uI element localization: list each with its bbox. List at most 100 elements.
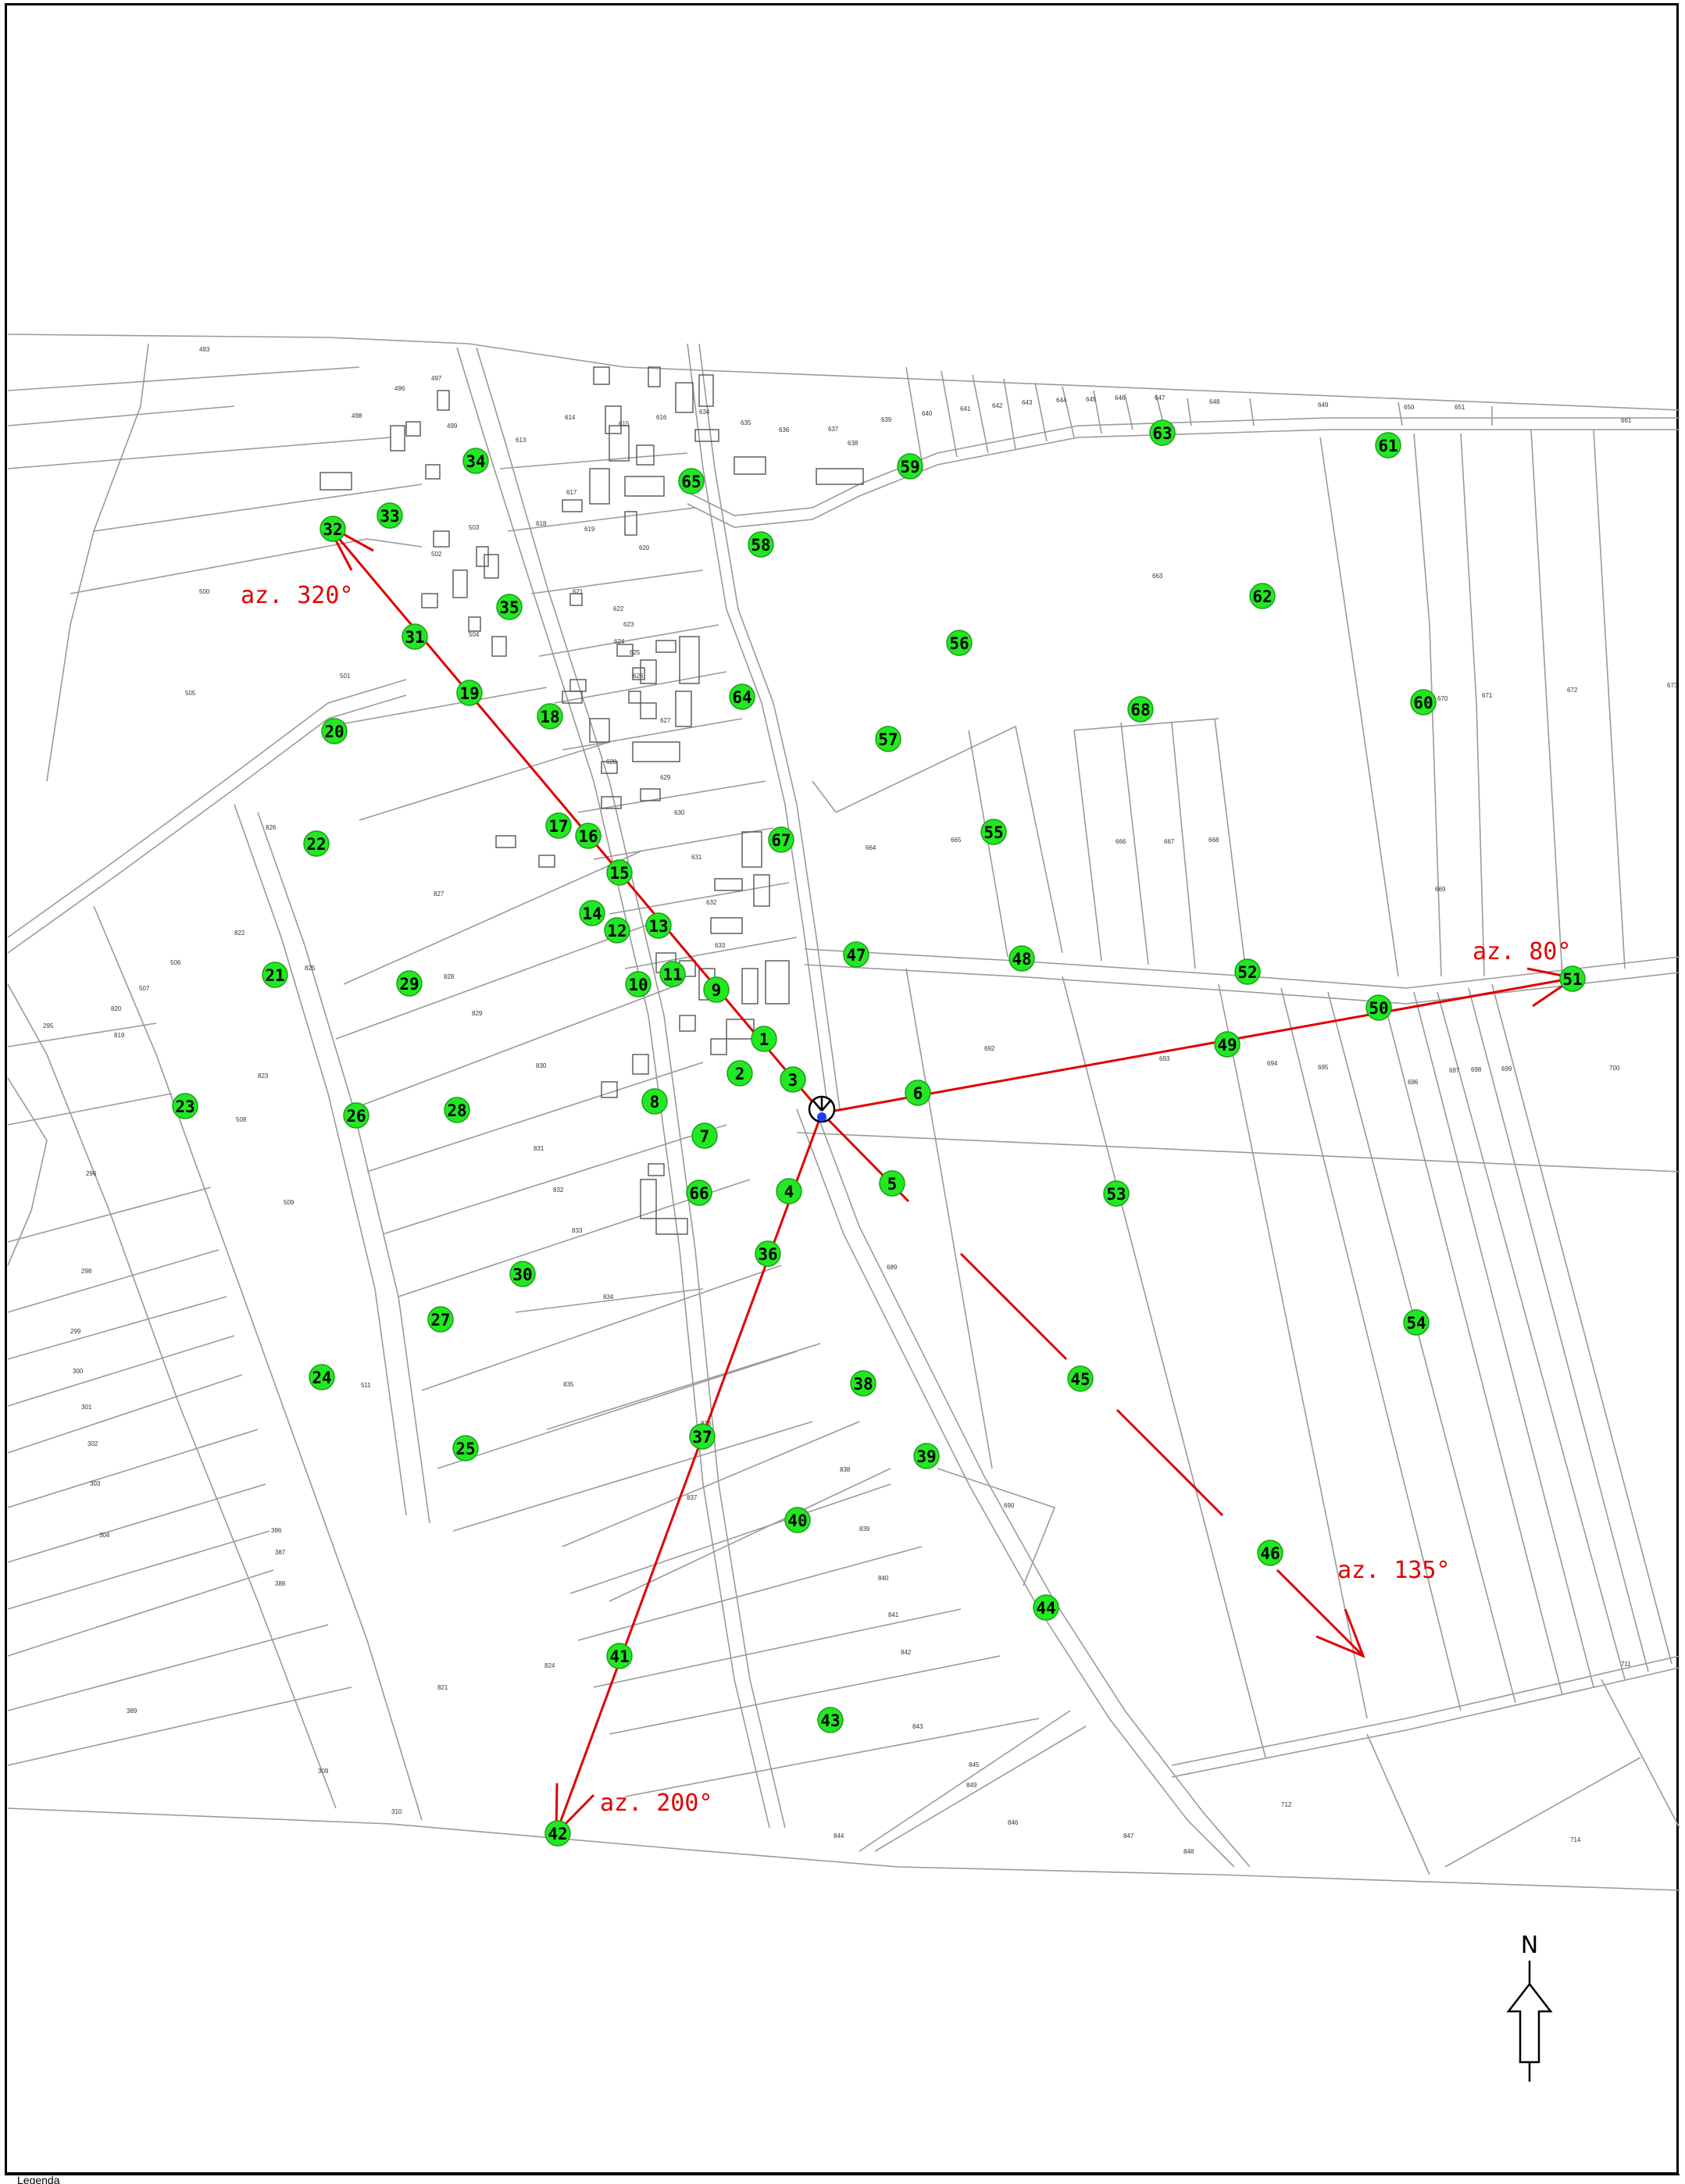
map-point-20[interactable]: 20 [321, 718, 348, 744]
observation-point-icon[interactable] [808, 1095, 836, 1123]
map-point-8[interactable]: 8 [641, 1088, 668, 1115]
map-point-48[interactable]: 48 [1009, 945, 1035, 972]
map-point-57[interactable]: 57 [875, 726, 901, 752]
parcel-number-389: 389 [127, 1708, 137, 1715]
map-point-35[interactable]: 35 [496, 594, 523, 620]
map-point-1[interactable]: 1 [751, 1026, 777, 1052]
map-point-55[interactable]: 55 [980, 819, 1007, 845]
azimuth-label-200: az. 200° [600, 1790, 713, 1817]
map-point-29[interactable]: 29 [396, 970, 423, 997]
point-number: 67 [771, 831, 791, 850]
point-marker [755, 1240, 781, 1267]
parcel-number-310: 310 [391, 1808, 402, 1815]
map-point-19[interactable]: 19 [456, 680, 483, 706]
map-point-60[interactable]: 60 [1410, 689, 1437, 716]
map-point-61[interactable]: 61 [1375, 432, 1401, 459]
map-point-66[interactable]: 66 [686, 1179, 712, 1206]
map-point-56[interactable]: 56 [946, 630, 973, 656]
parcel-number-620: 620 [639, 544, 650, 551]
map-point-30[interactable]: 30 [509, 1261, 536, 1287]
parcel-number-499: 499 [447, 423, 458, 430]
point-marker [402, 623, 428, 650]
map-point-18[interactable]: 18 [537, 703, 563, 730]
map-point-50[interactable]: 50 [1365, 994, 1392, 1021]
map-point-7[interactable]: 7 [691, 1122, 718, 1149]
map-point-28[interactable]: 28 [444, 1097, 470, 1123]
map-point-15[interactable]: 15 [606, 859, 633, 886]
map-point-52[interactable]: 52 [1234, 958, 1261, 985]
map-point-13[interactable]: 13 [645, 912, 672, 939]
map-point-36[interactable]: 36 [755, 1240, 781, 1267]
map-point-62[interactable]: 62 [1249, 583, 1276, 609]
map-point-31[interactable]: 31 [402, 623, 428, 650]
point-number: 59 [900, 458, 919, 476]
point-marker [320, 516, 346, 542]
map-point-5[interactable]: 5 [879, 1170, 905, 1197]
map-point-26[interactable]: 26 [343, 1102, 369, 1129]
map-point-42[interactable]: 42 [544, 1820, 571, 1847]
parcel-number-829: 829 [472, 1010, 483, 1017]
point-marker [691, 1122, 718, 1149]
map-point-54[interactable]: 54 [1403, 1309, 1430, 1336]
map-point-9[interactable]: 9 [703, 976, 730, 1003]
map-point-6[interactable]: 6 [905, 1080, 931, 1106]
map-point-14[interactable]: 14 [579, 900, 605, 926]
map-point-37[interactable]: 37 [689, 1423, 716, 1450]
azimuth-label-80: az. 80° [1473, 938, 1571, 965]
parcel-number-633: 633 [715, 942, 726, 949]
point-number: 18 [540, 708, 559, 726]
point-number: 15 [609, 864, 629, 883]
map-point-44[interactable]: 44 [1033, 1594, 1059, 1621]
point-marker [545, 812, 572, 839]
map-point-4[interactable]: 4 [776, 1178, 802, 1204]
point-number: 38 [853, 1375, 873, 1394]
map-point-45[interactable]: 45 [1067, 1365, 1094, 1392]
point-marker [462, 448, 489, 474]
map-point-58[interactable]: 58 [748, 531, 774, 558]
map-point-27[interactable]: 27 [427, 1306, 454, 1333]
map-point-23[interactable]: 23 [172, 1093, 198, 1119]
map-point-49[interactable]: 49 [1214, 1031, 1241, 1058]
map-point-24[interactable]: 24 [309, 1364, 335, 1390]
map-point-16[interactable]: 16 [575, 823, 602, 849]
map-point-41[interactable]: 41 [606, 1643, 633, 1669]
map-point-53[interactable]: 53 [1103, 1180, 1130, 1207]
map-point-64[interactable]: 64 [729, 683, 755, 710]
map-point-38[interactable]: 38 [850, 1370, 876, 1397]
point-number: 57 [878, 730, 898, 749]
azimuth-line-135-d [1276, 1568, 1365, 1658]
map-point-43[interactable]: 43 [817, 1707, 844, 1733]
point-number: 25 [455, 1440, 475, 1458]
map-point-32[interactable]: 32 [320, 516, 346, 542]
point-marker [780, 1066, 806, 1093]
map-point-68[interactable]: 68 [1127, 696, 1154, 723]
map-point-67[interactable]: 67 [768, 826, 794, 853]
map-point-3[interactable]: 3 [780, 1066, 806, 1093]
map-point-25[interactable]: 25 [452, 1435, 479, 1461]
point-number: 7 [700, 1127, 710, 1146]
parcel-number-388: 388 [275, 1580, 286, 1587]
map-point-11[interactable]: 11 [659, 961, 686, 987]
map-point-65[interactable]: 65 [678, 468, 705, 494]
map-point-2[interactable]: 2 [726, 1060, 753, 1087]
point-marker [1214, 1031, 1241, 1058]
map-point-51[interactable]: 51 [1559, 965, 1586, 992]
map-point-22[interactable]: 22 [303, 830, 330, 857]
point-marker [427, 1306, 454, 1333]
point-marker [751, 1026, 777, 1052]
map-point-33[interactable]: 33 [377, 502, 403, 529]
map-point-40[interactable]: 40 [784, 1507, 811, 1533]
map-point-34[interactable]: 34 [462, 448, 489, 474]
map-point-21[interactable]: 21 [262, 962, 288, 988]
map-point-17[interactable]: 17 [545, 812, 572, 839]
map-point-47[interactable]: 47 [843, 941, 869, 968]
map-point-12[interactable]: 12 [604, 917, 630, 944]
map-point-46[interactable]: 46 [1257, 1540, 1283, 1566]
parcel-number-507: 507 [139, 985, 150, 992]
map-point-59[interactable]: 59 [897, 453, 923, 480]
parcel-number-627: 627 [660, 717, 671, 724]
map-point-10[interactable]: 10 [625, 971, 652, 997]
parcel-number-618: 618 [536, 520, 547, 527]
map-point-63[interactable]: 63 [1149, 419, 1176, 446]
map-point-39[interactable]: 39 [913, 1443, 940, 1469]
